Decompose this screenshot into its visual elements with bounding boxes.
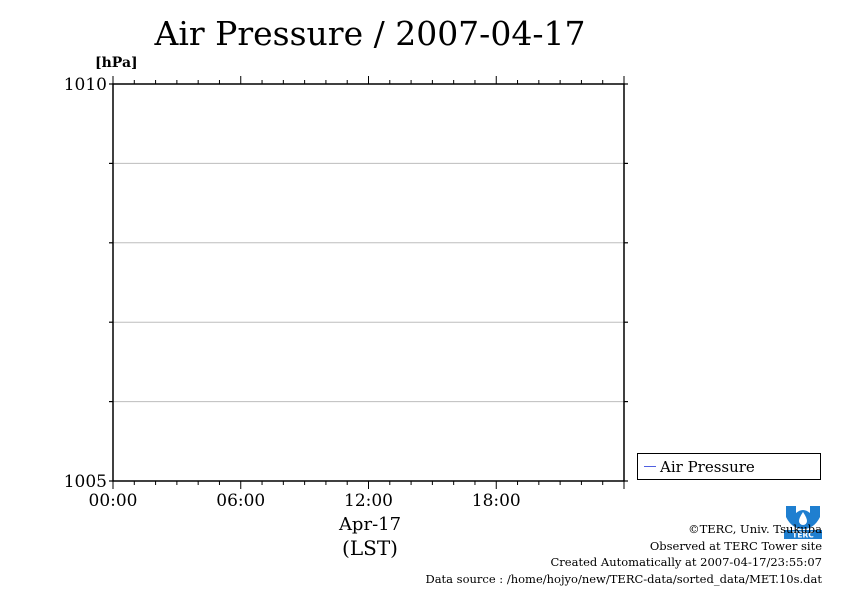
footer-copyright: ©TERC, Univ. Tsukuba	[688, 522, 822, 536]
x-tick-label: 00:00	[89, 491, 138, 511]
footer-created: Created Automatically at 2007-04-17/23:5…	[550, 555, 823, 569]
x-tick-label: 12:00	[344, 491, 393, 511]
x-date-label: Apr-17	[338, 514, 402, 535]
footer: ©TERC, Univ. Tsukuba Observed at TERC To…	[425, 521, 822, 587]
legend-label: Air Pressure	[660, 457, 755, 476]
footer-observed: Observed at TERC Tower site	[649, 538, 822, 553]
x-tick-label: 06:00	[216, 491, 265, 511]
footer-source: Data source : /home/hojyo/new/TERC-data/…	[425, 571, 822, 586]
y-tick-label: 1010	[64, 75, 107, 95]
terc-logo-icon: TERC	[784, 503, 822, 539]
logo-text: TERC	[792, 531, 814, 540]
legend-swatch	[644, 466, 656, 467]
x-axis-label: (LST)	[342, 536, 398, 560]
x-tick-label: 18:00	[472, 491, 521, 511]
chart-legend: Air Pressure	[637, 453, 821, 480]
y-axis-unit: [hPa]	[95, 55, 138, 71]
chart-title: Air Pressure / 2007-04-17	[154, 14, 586, 53]
y-tick-label: 1005	[64, 472, 107, 492]
plot-frame	[112, 83, 625, 482]
